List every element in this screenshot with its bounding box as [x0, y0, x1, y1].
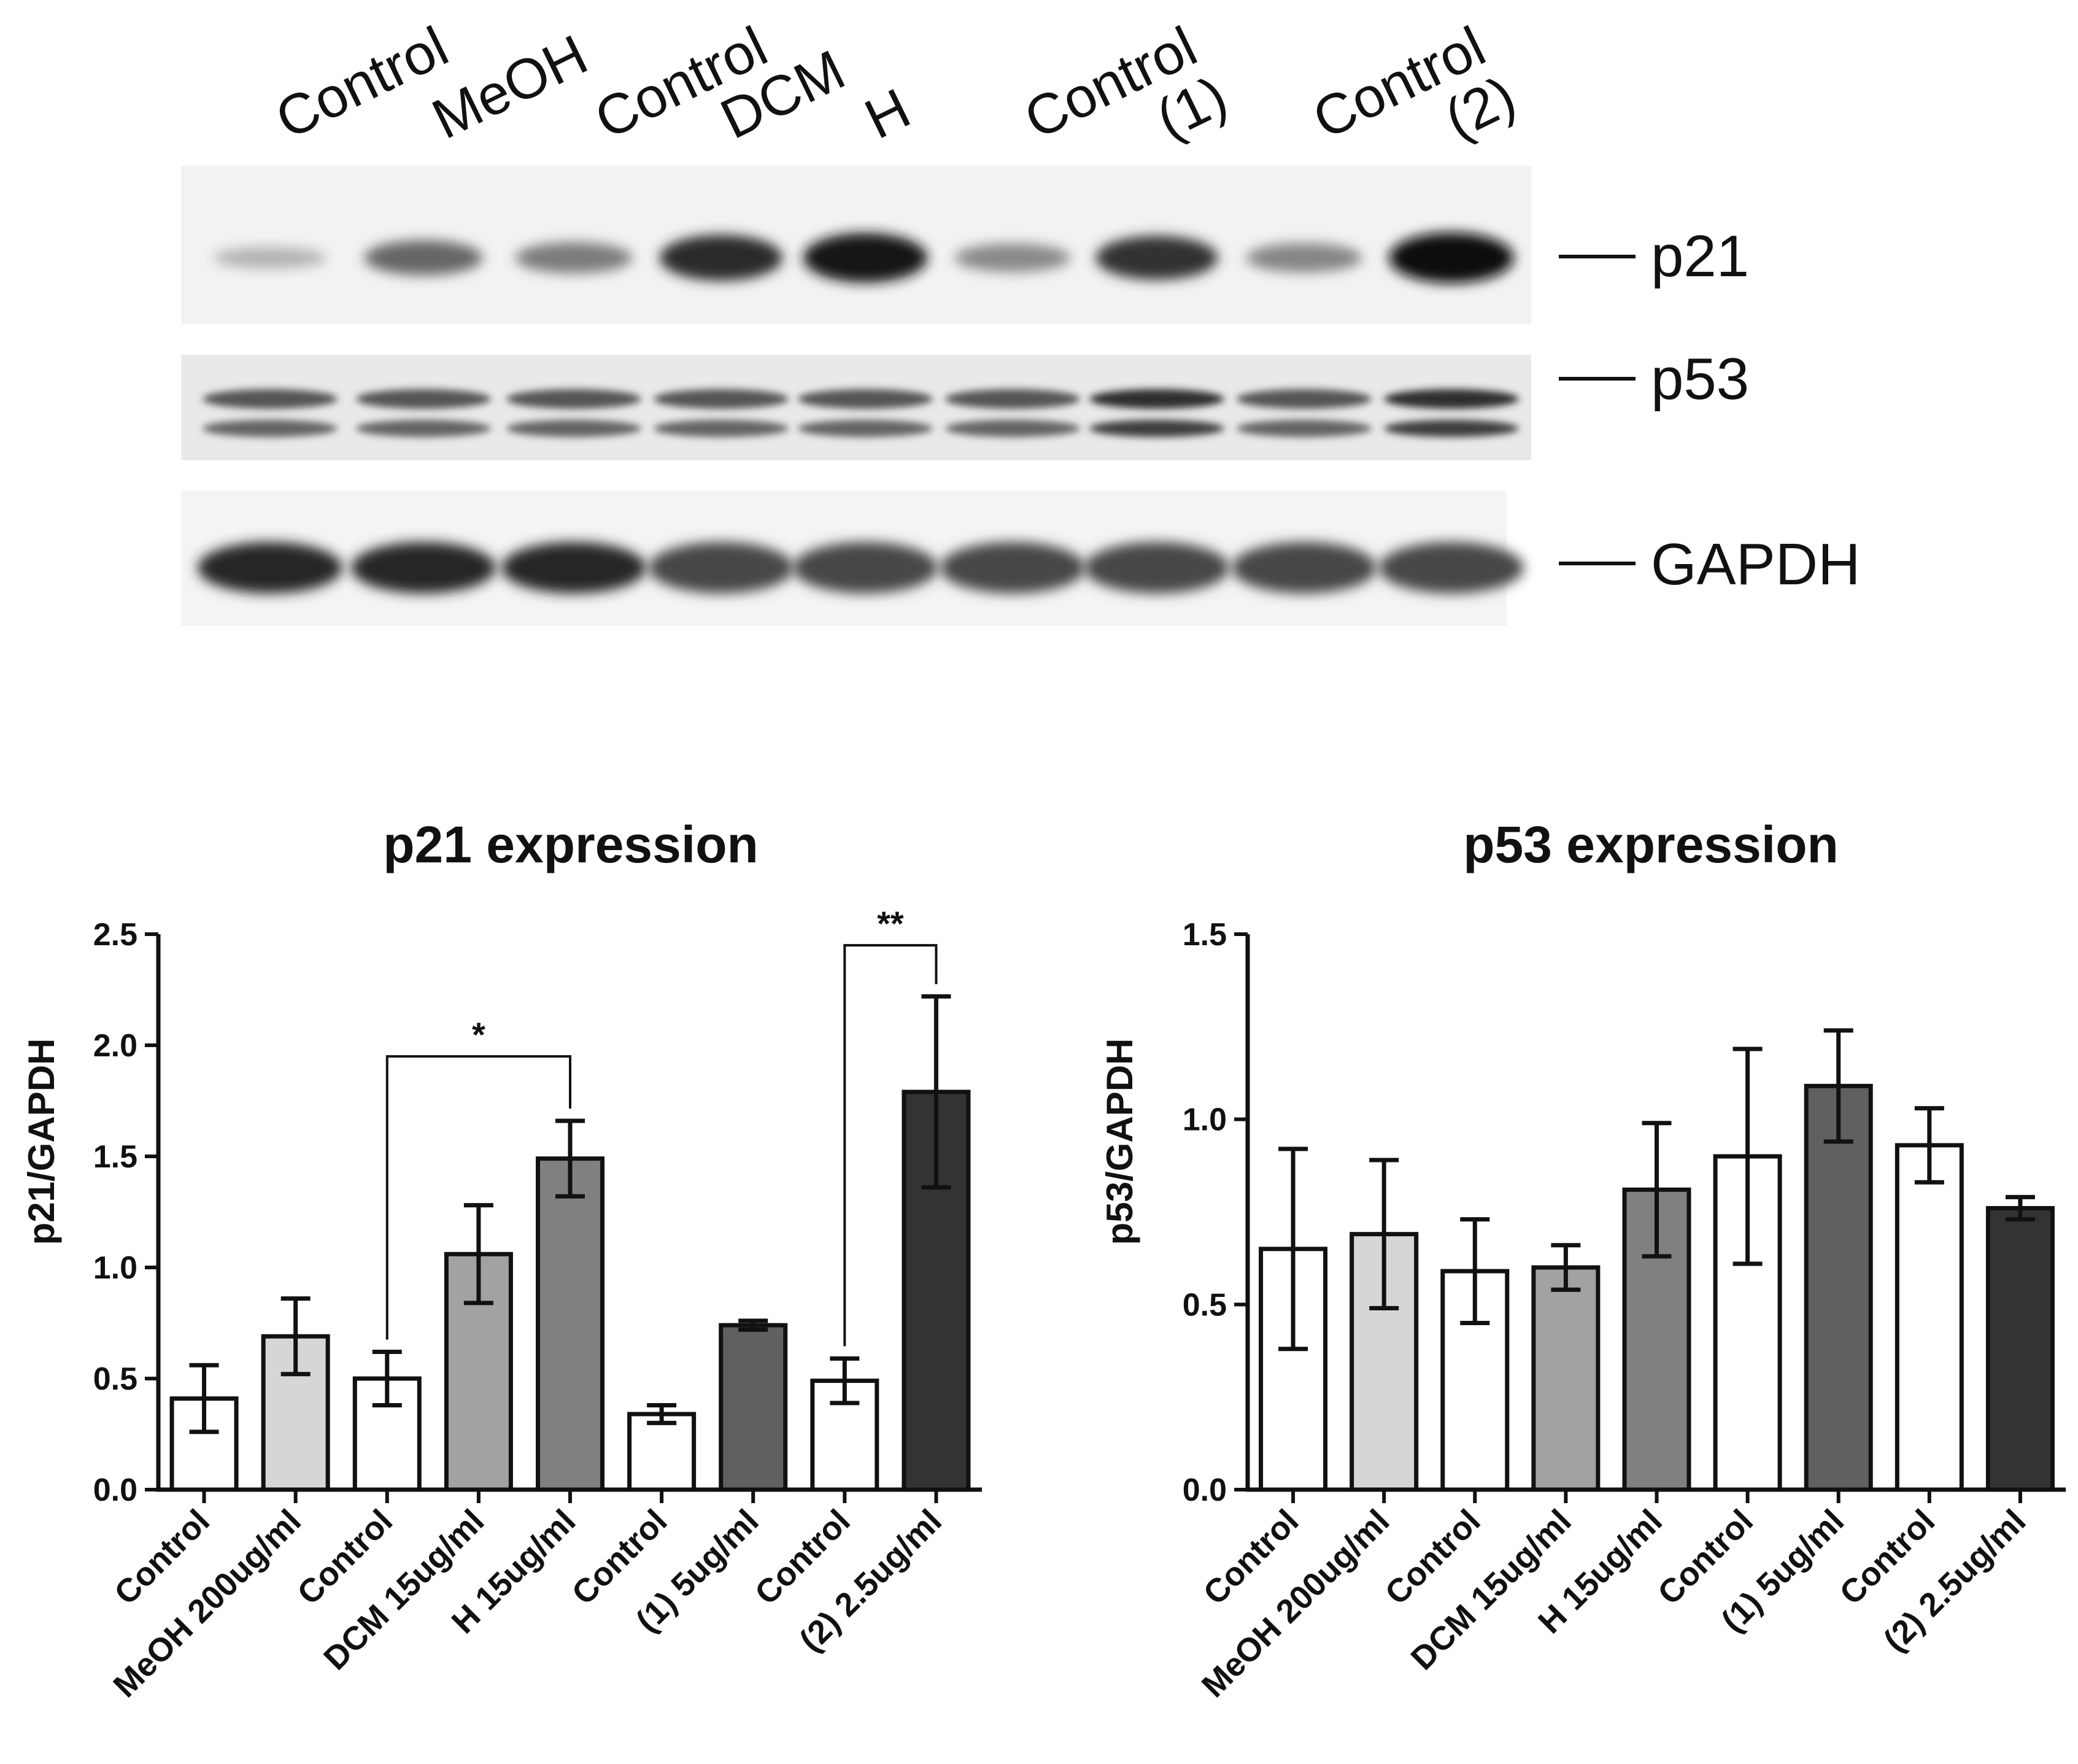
- p21-expression-chart: p21 expression p21/GAPDH 0.0 0.5 1.0 1.5 2.0…: [21, 816, 982, 1704]
- y-tick-label: 1.0: [93, 1250, 137, 1286]
- significance-bracket: [843, 944, 938, 1347]
- y-tick-label: 1.0: [1183, 1102, 1227, 1138]
- p53-band: [506, 420, 641, 437]
- gapdh-band: [1232, 542, 1377, 594]
- bar: [719, 1323, 788, 1492]
- y-tick-label: 0.5: [1183, 1287, 1227, 1323]
- p53-band: [1237, 420, 1372, 437]
- y-axis-title: p53/GAPDH: [1099, 1039, 1140, 1245]
- x-tick-label: DCM 15ug/ml: [1404, 1503, 1578, 1677]
- p53-band: [798, 389, 933, 409]
- bar: [1804, 1083, 1873, 1492]
- p21-band: [1389, 232, 1514, 284]
- p53-band: [1089, 420, 1224, 437]
- p53-band: [945, 389, 1080, 409]
- p53-bands: [203, 389, 1519, 437]
- p53-band: [203, 420, 338, 437]
- p53-band: [798, 420, 933, 437]
- p21-band: [659, 234, 783, 281]
- bar: [627, 1412, 697, 1492]
- p53-band: [506, 389, 641, 409]
- y-tick-label: 1.5: [93, 1139, 137, 1175]
- p53-band: [1384, 389, 1519, 409]
- p21-bands: [213, 232, 1514, 284]
- significance-label: **: [877, 904, 904, 943]
- chart-title: p21 expression: [383, 816, 759, 873]
- y-tick-label: 1.5: [1183, 917, 1227, 953]
- gapdh-band: [501, 542, 646, 594]
- y-tick-label: 2.5: [93, 917, 137, 953]
- gapdh-band: [649, 542, 794, 594]
- bar: [536, 1156, 604, 1492]
- gapdh-bands: [198, 542, 1524, 594]
- p53-band: [654, 420, 789, 437]
- gapdh-band: [940, 542, 1085, 594]
- p53-band-label: p53: [1651, 346, 1749, 412]
- chart-title: p53 expression: [1463, 816, 1839, 873]
- gapdh-band: [1379, 542, 1524, 594]
- gapdh-band: [793, 542, 938, 594]
- gapdh-band: [351, 542, 496, 594]
- x-tick-label: DCM 15ug/ml: [317, 1503, 491, 1677]
- p21-band: [213, 247, 327, 269]
- p53-band: [654, 389, 789, 409]
- p21-band-label: p21: [1651, 223, 1749, 289]
- bar: [1985, 1205, 2055, 1492]
- y-tick-label: 2.0: [93, 1028, 137, 1064]
- p21-band: [954, 243, 1071, 273]
- p21-band: [1095, 236, 1218, 280]
- p53-band: [1089, 389, 1224, 409]
- p53-band: [1237, 389, 1372, 409]
- p21-band: [515, 242, 633, 274]
- lane-label: MeOH: [423, 23, 597, 151]
- gapdh-band: [198, 542, 342, 594]
- lane-label: Control: [266, 15, 457, 151]
- p21-band: [364, 240, 483, 276]
- lane-label: H: [856, 77, 919, 151]
- significance-bracket: [385, 1055, 571, 1340]
- bar: [1531, 1265, 1601, 1492]
- y-tick-label: 0.5: [93, 1361, 137, 1397]
- p53-band: [1384, 420, 1519, 437]
- p21-band: [803, 233, 928, 283]
- y-tick-label: 0.0: [93, 1472, 137, 1508]
- y-axis-title: p21/GAPDH: [21, 1039, 62, 1245]
- p53-band: [356, 420, 491, 437]
- p53-band: [203, 389, 338, 409]
- y-tick-label: 0.0: [1183, 1472, 1227, 1508]
- p53-band: [945, 420, 1080, 437]
- gapdh-band-label: GAPDH: [1651, 532, 1860, 597]
- gapdh-band: [1084, 542, 1229, 594]
- p21-band: [1246, 243, 1362, 273]
- significance-label: *: [472, 1015, 485, 1054]
- p53-band: [356, 389, 491, 409]
- bar: [1895, 1143, 1964, 1492]
- p53-expression-chart: p53 expression p53/GAPDH 0.00.51.01.5 Co…: [1099, 816, 2066, 1704]
